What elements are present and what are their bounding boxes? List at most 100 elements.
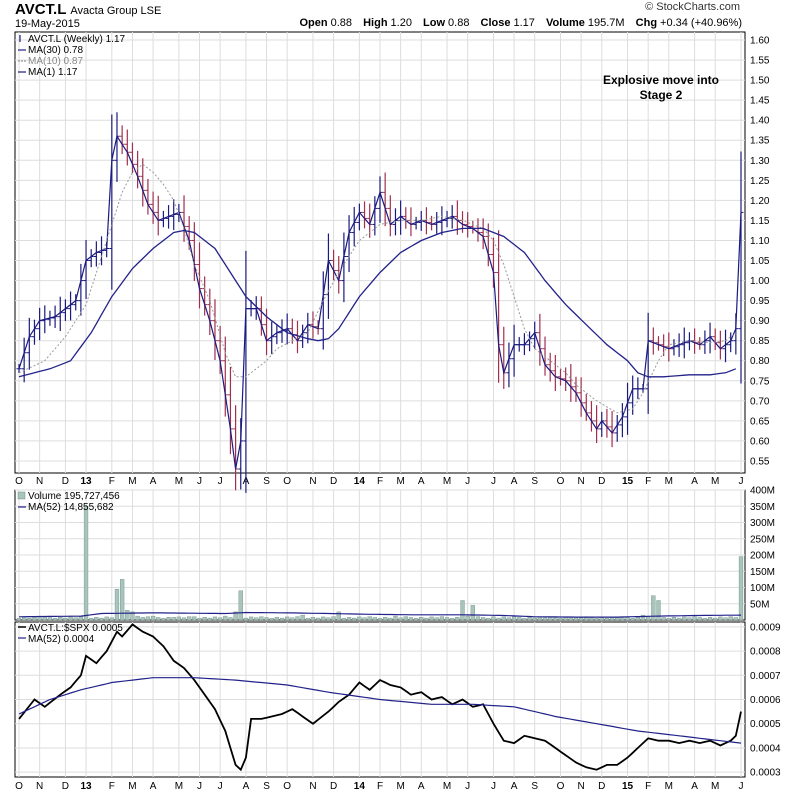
annotation-line-2: Stage 2	[640, 88, 683, 102]
volume-bar	[532, 617, 537, 621]
close-value: 1.17	[513, 17, 535, 29]
volume-bar	[16, 618, 22, 621]
month-tick-label: S	[263, 781, 270, 792]
month-tick-label: A	[418, 476, 425, 487]
month-tick-label: M	[396, 781, 404, 792]
y-tick-label: 400M	[750, 486, 775, 497]
month-tick-label: M	[443, 476, 451, 487]
volume-bar	[676, 617, 682, 621]
month-tick-label: F	[645, 781, 651, 792]
volume-bar	[27, 617, 32, 621]
volume-bar	[687, 617, 692, 621]
month-tick-label: N	[309, 476, 316, 487]
month-tick-label: O	[15, 781, 23, 792]
volume-bar	[140, 617, 145, 621]
volume-bar	[150, 615, 156, 621]
ratio-legend-main: AVCT.L:$SPX 0.0005	[28, 623, 123, 634]
month-tick-label: D	[598, 476, 605, 487]
brand-logo: © StockCharts.com	[645, 1, 740, 13]
volume-bar	[697, 617, 702, 621]
y-tick-label: 0.0004	[750, 743, 781, 754]
month-tick-label: O	[557, 781, 565, 792]
y-tick-label: 0.0007	[750, 671, 781, 682]
volume-bar	[403, 616, 408, 621]
volume-bar	[326, 617, 331, 621]
month-tick-label: S	[531, 476, 538, 487]
y-tick-label: 0.65	[750, 416, 770, 427]
month-tick-label: M	[665, 476, 673, 487]
volume-bar	[517, 617, 522, 621]
volume-bar	[671, 617, 677, 621]
y-tick-label: 1.45	[750, 96, 770, 107]
volume-bar	[300, 614, 305, 621]
volume-bar	[202, 617, 207, 621]
month-tick-label: D	[330, 476, 337, 487]
volume-bar	[522, 618, 527, 621]
volume-bar	[181, 617, 187, 621]
volume-bar	[99, 617, 104, 621]
y-tick-label: 1.40	[750, 116, 770, 127]
volume-bar	[305, 618, 310, 621]
month-tick-label: 15	[622, 781, 634, 792]
company-name: Avacta Group LSE	[70, 5, 162, 17]
volume-bar	[145, 616, 151, 621]
volume-bar	[310, 617, 316, 621]
month-tick-label: S	[531, 781, 538, 792]
volume-bar	[37, 617, 42, 621]
volume-bar	[176, 616, 182, 621]
month-tick-label: M	[711, 476, 719, 487]
volume-bar	[22, 617, 27, 621]
volume-bar	[217, 617, 223, 621]
month-tick-label: M	[665, 781, 673, 792]
high-value: 1.20	[390, 17, 412, 29]
month-tick-label: 14	[354, 476, 366, 487]
month-tick-label: J	[491, 781, 496, 792]
volume-bar	[594, 618, 599, 621]
volume-bar	[238, 590, 243, 621]
volume-bar	[424, 617, 429, 621]
volume-bar	[398, 617, 403, 621]
y-tick-label: 0.0003	[750, 768, 781, 779]
volume-bar	[346, 617, 352, 621]
month-tick-label: A	[511, 476, 518, 487]
volume-bar	[718, 616, 723, 621]
open-label: Open	[299, 17, 328, 29]
volume-bar	[496, 617, 501, 621]
volume-bar	[248, 616, 254, 621]
change-value: +0.34 (+40.96%)	[660, 17, 742, 29]
volume-bar	[372, 617, 377, 621]
y-tick-label: 1.20	[750, 196, 770, 207]
volume-bar	[470, 605, 475, 621]
volume-bar	[702, 618, 708, 621]
month-tick-label: M	[175, 476, 183, 487]
volume-bar	[383, 617, 388, 621]
volume-bar	[120, 579, 125, 621]
month-tick-label: F	[377, 476, 383, 487]
y-tick-label: 350M	[750, 502, 775, 513]
chart-date: 19-May-2015	[15, 18, 80, 30]
y-tick-label: 0.0009	[750, 622, 781, 633]
volume-bar	[269, 618, 274, 621]
volume-bar	[728, 616, 733, 621]
month-tick-label: M	[128, 781, 136, 792]
volume-bar	[32, 616, 37, 621]
volume-bar	[625, 617, 630, 621]
month-tick-label: M	[396, 476, 404, 487]
volume-bar	[707, 617, 713, 621]
volume-bar	[465, 615, 470, 621]
y-tick-label: 1.35	[750, 136, 770, 147]
volume-bar	[223, 615, 228, 621]
volume-bar	[460, 600, 465, 621]
volume-bar	[713, 617, 718, 621]
y-tick-label: 300M	[750, 518, 775, 529]
month-tick-label: 13	[80, 476, 92, 487]
volume-bar	[68, 616, 73, 621]
volume-bar	[646, 616, 651, 621]
volume-bar	[83, 506, 89, 621]
month-tick-label: O	[283, 476, 291, 487]
volume-bar	[635, 617, 640, 621]
month-tick-label: 15	[622, 476, 634, 487]
change-label: Chg	[635, 17, 658, 29]
y-tick-label: 250M	[750, 534, 775, 545]
volume-bar	[42, 616, 47, 621]
